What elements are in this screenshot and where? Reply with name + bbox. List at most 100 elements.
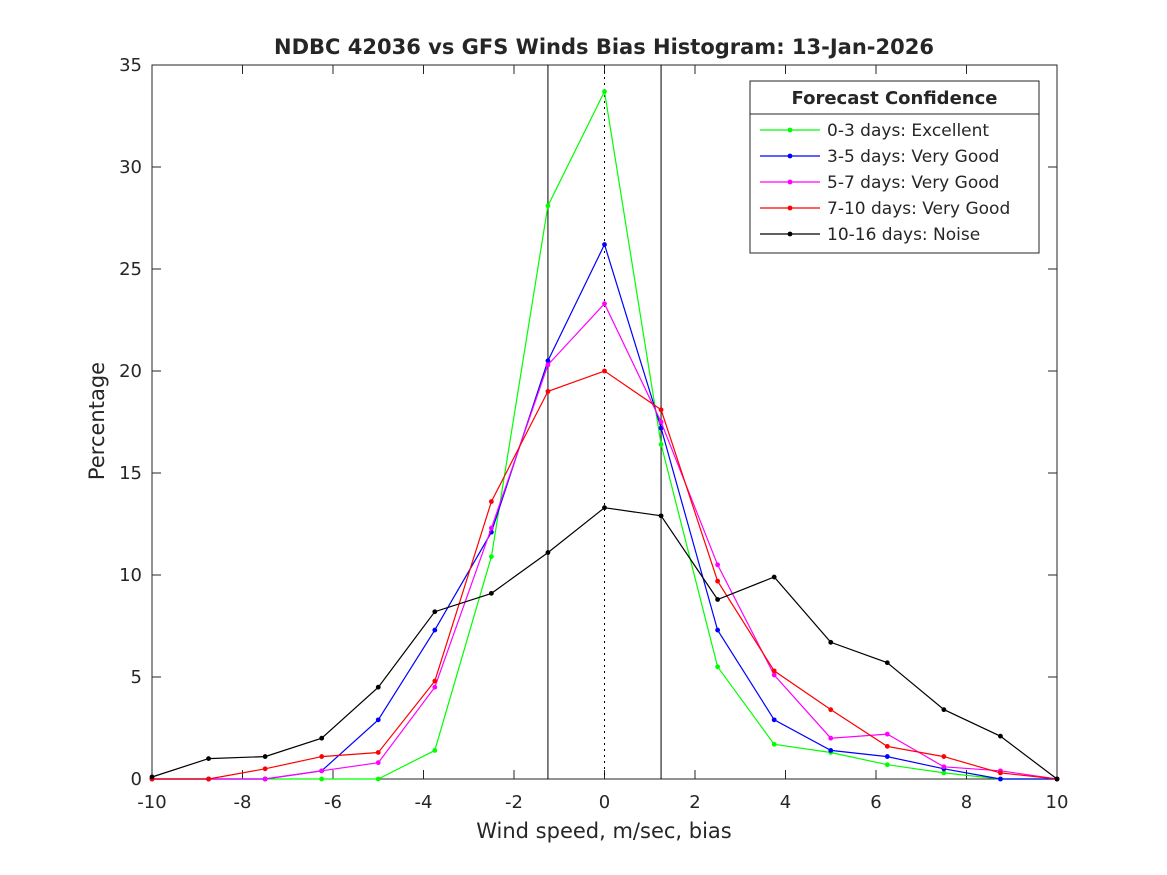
y-tick-label: 35 [119, 55, 142, 76]
data-point [432, 627, 438, 633]
chart-title: NDBC 42036 vs GFS Winds Bias Histogram: … [274, 35, 934, 59]
data-point [771, 741, 777, 747]
data-point [998, 733, 1003, 739]
legend: Forecast Confidence 0-3 days: Excellent 3-… [749, 80, 1040, 254]
data-point [206, 776, 211, 782]
data-point [375, 776, 381, 782]
data-point [715, 664, 721, 670]
x-tick-label: -2 [505, 792, 523, 813]
data-point [715, 597, 721, 602]
x-tick-label: -6 [324, 792, 342, 813]
data-point [884, 743, 890, 749]
y-tick-label: 10 [119, 565, 142, 586]
x-tick-label: -8 [234, 792, 252, 813]
x-tick-label: 6 [870, 792, 881, 813]
data-point [375, 760, 381, 766]
data-point [488, 525, 494, 531]
data-point [771, 717, 777, 723]
data-point [545, 203, 551, 209]
data-point [715, 562, 721, 568]
data-point [432, 748, 438, 753]
y-tick-label: 30 [119, 157, 142, 178]
data-point [1054, 776, 1060, 782]
legend-title: Forecast Confidence [792, 88, 998, 109]
x-tick-label: 2 [689, 792, 700, 813]
legend-entry: 7-10 days: Very Good [827, 199, 1010, 219]
data-point [375, 717, 381, 723]
data-point [715, 578, 721, 584]
data-point [545, 550, 551, 555]
data-point [432, 684, 438, 690]
data-point [884, 731, 890, 737]
data-point [884, 762, 890, 768]
data-point [602, 368, 607, 374]
data-point [488, 554, 494, 560]
data-point [545, 358, 551, 364]
data-point [602, 505, 607, 511]
legend-swatch-marker [787, 153, 793, 159]
x-tick-label: -4 [415, 792, 433, 813]
data-point [319, 776, 325, 782]
data-point [206, 756, 211, 761]
y-tick-label: 20 [119, 361, 142, 382]
data-point [488, 590, 494, 596]
data-point [658, 425, 664, 431]
x-axis-label: Wind speed, m/sec, bias [476, 819, 732, 843]
legend-swatch-marker [787, 179, 793, 185]
legend-entry: 5-7 days: Very Good [827, 173, 999, 193]
data-point [149, 774, 155, 780]
x-tick-label: 10 [1046, 792, 1069, 813]
data-point [602, 89, 607, 94]
data-point [488, 499, 494, 504]
y-tick-label: 0 [131, 769, 142, 790]
data-point [771, 672, 777, 678]
legend-swatch-marker [787, 127, 793, 133]
x-tick-label: 8 [961, 792, 972, 813]
legend-swatch-marker [787, 205, 793, 211]
data-point [319, 768, 325, 774]
data-point [262, 776, 268, 782]
data-point [432, 609, 438, 615]
y-tick-label: 25 [119, 259, 142, 280]
data-point [432, 678, 438, 684]
data-point [828, 639, 834, 645]
data-point [828, 748, 834, 753]
data-point [375, 684, 381, 690]
data-point [602, 301, 607, 307]
data-point [319, 754, 325, 759]
data-point [941, 707, 947, 713]
legend-entry: 0-3 days: Excellent [827, 121, 989, 141]
x-tick-label: 4 [780, 792, 791, 813]
data-point [319, 735, 325, 741]
data-point [715, 627, 721, 633]
x-tick-label: -10 [137, 792, 166, 813]
data-point [941, 754, 947, 759]
data-point [545, 362, 551, 368]
data-point [828, 735, 834, 741]
y-tick-label: 15 [119, 463, 142, 484]
y-axis-label: Percentage [85, 362, 109, 480]
legend-entry: 3-5 days: Very Good [827, 147, 999, 167]
data-point [998, 776, 1003, 782]
data-point [998, 770, 1003, 776]
data-point [941, 770, 947, 776]
data-point [941, 764, 947, 770]
x-tick-label: 0 [599, 792, 610, 813]
legend-swatch-marker [787, 231, 793, 237]
data-point [658, 419, 664, 425]
data-point [375, 750, 381, 755]
data-point [262, 754, 268, 759]
data-point [602, 242, 607, 247]
data-point [658, 513, 664, 519]
legend-box [749, 80, 1040, 254]
data-point [884, 754, 890, 759]
y-tick-label: 5 [131, 667, 142, 688]
data-point [771, 574, 777, 580]
data-point [771, 668, 777, 674]
data-point [828, 707, 834, 713]
data-point [545, 389, 551, 394]
legend-entry: 10-16 days: Noise [827, 225, 980, 245]
data-point [658, 442, 664, 447]
data-point [884, 660, 890, 666]
